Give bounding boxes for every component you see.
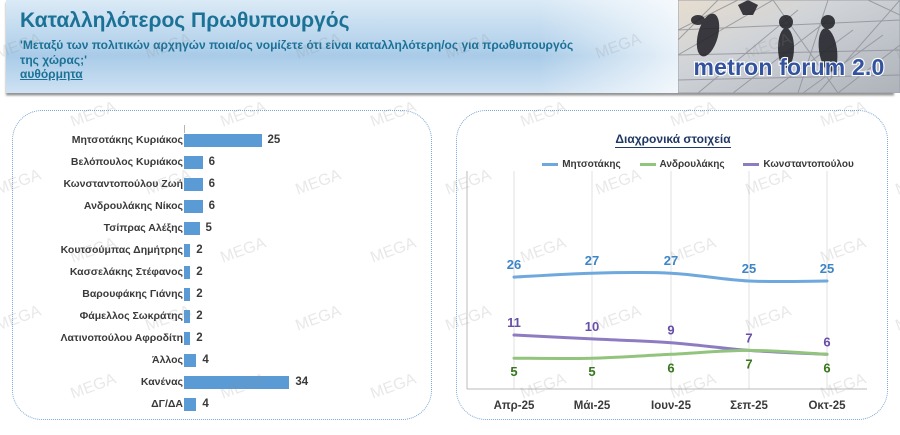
svg-text:Απρ-25: Απρ-25 <box>494 400 535 412</box>
svg-text:6: 6 <box>823 334 830 349</box>
svg-text:7: 7 <box>745 356 752 371</box>
svg-text:9: 9 <box>667 323 674 338</box>
svg-text:Μάι-25: Μάι-25 <box>574 400 611 412</box>
svg-text:26: 26 <box>507 257 521 272</box>
svg-text:7: 7 <box>745 330 752 345</box>
svg-text:6: 6 <box>667 360 674 375</box>
svg-text:6: 6 <box>823 360 830 375</box>
svg-text:27: 27 <box>664 253 678 268</box>
svg-text:5: 5 <box>588 364 595 379</box>
svg-text:Ιουν-25: Ιουν-25 <box>651 400 692 412</box>
svg-text:Σεπ-25: Σεπ-25 <box>730 400 768 412</box>
svg-text:5: 5 <box>510 364 517 379</box>
svg-text:metron forum 2.0: metron forum 2.0 <box>693 54 884 80</box>
svg-text:25: 25 <box>742 261 756 276</box>
svg-text:11: 11 <box>507 315 521 330</box>
svg-text:25: 25 <box>820 261 834 276</box>
svg-text:Οκτ-25: Οκτ-25 <box>808 400 846 412</box>
svg-text:10: 10 <box>585 319 599 334</box>
svg-text:27: 27 <box>585 253 599 268</box>
